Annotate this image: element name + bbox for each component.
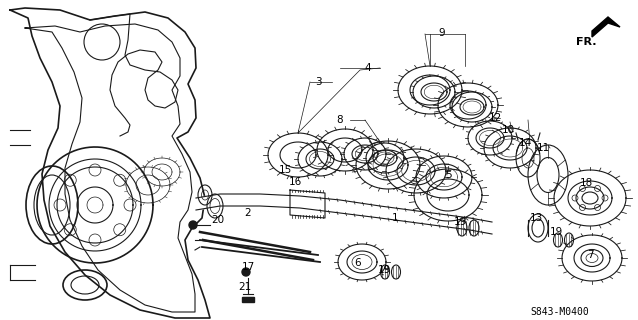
Text: 4: 4 (365, 63, 371, 73)
Text: 9: 9 (439, 28, 445, 38)
Polygon shape (416, 156, 472, 198)
Polygon shape (366, 143, 404, 173)
Polygon shape (484, 128, 536, 168)
Polygon shape (452, 92, 492, 122)
Text: 19: 19 (454, 217, 466, 227)
Text: 6: 6 (355, 258, 361, 268)
Polygon shape (290, 190, 325, 218)
Text: 19: 19 (549, 227, 563, 237)
Text: 8: 8 (337, 115, 343, 125)
Text: 2: 2 (245, 208, 251, 218)
Polygon shape (298, 142, 342, 176)
Circle shape (189, 221, 197, 229)
Text: 3: 3 (315, 77, 322, 87)
Circle shape (242, 268, 250, 276)
Polygon shape (196, 194, 492, 234)
Text: 15: 15 (278, 165, 292, 175)
Text: 12: 12 (488, 113, 501, 123)
Polygon shape (468, 121, 512, 155)
Text: FR.: FR. (575, 37, 597, 47)
Polygon shape (386, 149, 446, 193)
Text: 19: 19 (377, 265, 390, 275)
Text: 7: 7 (587, 250, 593, 260)
Polygon shape (10, 8, 210, 318)
Polygon shape (592, 17, 620, 37)
Text: 10: 10 (501, 125, 515, 135)
Text: 20: 20 (211, 215, 225, 225)
Text: 18: 18 (579, 178, 593, 188)
Polygon shape (344, 138, 386, 170)
Text: 1: 1 (392, 213, 398, 223)
Text: 21: 21 (239, 282, 251, 292)
Polygon shape (242, 297, 254, 302)
Text: 13: 13 (530, 213, 543, 223)
Text: S843-M0400: S843-M0400 (531, 307, 590, 317)
Text: 16: 16 (288, 177, 302, 187)
Text: 11: 11 (537, 143, 549, 153)
Polygon shape (413, 76, 455, 108)
Polygon shape (356, 141, 420, 189)
Text: 5: 5 (445, 170, 451, 180)
Text: 14: 14 (518, 138, 531, 148)
Text: 17: 17 (241, 262, 255, 272)
